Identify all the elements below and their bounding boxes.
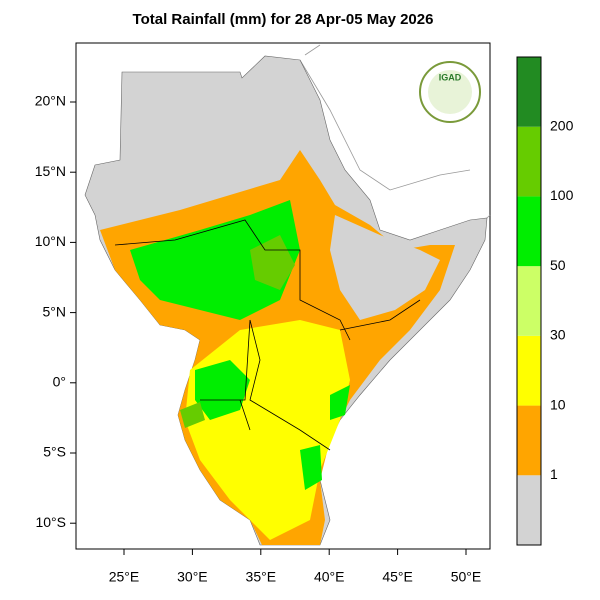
colorbar-label: 10 <box>550 396 566 412</box>
country-border <box>114 219 421 451</box>
lon-label: 35°E <box>246 569 277 585</box>
colorbar-segment <box>517 266 541 336</box>
lon-label: 40°E <box>314 569 345 585</box>
colorbar-label: 30 <box>550 327 566 343</box>
rain-heavy <box>180 235 295 428</box>
rain-none <box>330 215 440 320</box>
colorbar-segment <box>517 405 541 476</box>
lon-label: 30°E <box>177 569 208 585</box>
colorbar-segment <box>517 57 541 127</box>
colorbar-frame <box>516 56 542 546</box>
map-title: Total Rainfall (mm) for 28 Apr-05 May 20… <box>133 11 434 28</box>
lat-label: 5°S <box>43 444 66 460</box>
lat-label: 10°N <box>35 233 66 249</box>
lat-label: 0° <box>53 374 66 390</box>
logo-center <box>428 70 472 114</box>
lat-labels: 20°N 15°N 10°N 5°N 0° 5°S 10°S <box>35 93 76 530</box>
lat-label: 20°N <box>35 93 66 109</box>
lat-label: 15°N <box>35 163 66 179</box>
colorbar-label: 50 <box>550 257 566 273</box>
logo-text: IGAD <box>439 72 462 82</box>
lon-label: 50°E <box>451 569 482 585</box>
rain-green <box>130 200 300 320</box>
coastline <box>299 44 491 219</box>
lat-label: 10°S <box>35 514 66 530</box>
rain-green <box>195 360 350 490</box>
colorbar-label: 100 <box>550 187 574 203</box>
colorbar-label: 1 <box>550 466 558 482</box>
colorbar: 1 10 30 50 100 200 <box>516 56 574 546</box>
lon-label: 25°E <box>109 569 140 585</box>
colorbar-label: 200 <box>550 117 574 133</box>
lon-labels: 25°E 30°E 35°E 40°E 45°E 50°E <box>109 549 482 585</box>
colorbar-segment <box>517 196 541 267</box>
lon-label: 45°E <box>382 569 413 585</box>
map-area: IGAD <box>75 42 491 550</box>
colorbar-segment <box>517 335 541 406</box>
colorbar-segment <box>517 475 541 545</box>
lat-label: 5°N <box>43 303 67 319</box>
colorbar-segment <box>517 126 541 197</box>
